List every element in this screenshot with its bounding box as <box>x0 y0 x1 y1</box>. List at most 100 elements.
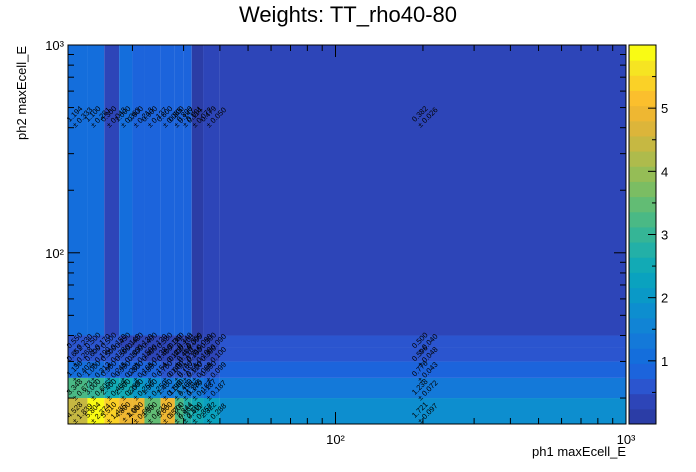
colorbar-swatch <box>629 317 656 334</box>
heatmap-cell <box>119 361 133 378</box>
heatmap-cell <box>191 361 204 378</box>
colorbar-swatch <box>629 90 656 107</box>
heatmap-cell <box>87 45 105 336</box>
heatmap-cell <box>219 335 627 348</box>
colorbar-tick-label: 1 <box>661 354 668 369</box>
heatmap-cell <box>144 45 161 336</box>
y-tick-label: 10³ <box>45 38 64 53</box>
x-tick-label: 10³ <box>617 432 636 447</box>
heatmap-cell <box>87 361 105 378</box>
heatmap-cell <box>104 398 120 424</box>
colorbar-swatch <box>629 60 656 76</box>
axis-ticks: 10² 10³ 10² 10³ <box>45 38 636 447</box>
heatmap-cell <box>191 45 204 336</box>
heatmap-cell <box>132 45 145 336</box>
heatmap-cell <box>174 45 184 336</box>
heatmap-cell <box>132 335 145 348</box>
colorbar-swatch <box>629 181 656 198</box>
colorbar-swatch <box>629 378 656 395</box>
heatmap-cell <box>68 361 88 378</box>
heatmap-cell <box>174 377 184 399</box>
heatmap-cell <box>191 398 204 424</box>
heatmap-cell <box>191 335 204 348</box>
heatmap-cell <box>68 347 88 362</box>
heatmap-cell <box>183 335 192 348</box>
heatmap-cell <box>87 347 105 362</box>
heatmap-cell <box>119 45 133 336</box>
heatmap-cell <box>87 377 105 399</box>
colorbar-swatch <box>629 348 656 364</box>
heatmap-cell <box>104 45 120 336</box>
heatmap-cell <box>68 335 88 348</box>
colorbar-swatch <box>629 408 656 425</box>
plot-frame <box>67 44 627 425</box>
heatmap-cell <box>104 347 120 362</box>
heatmap-cell <box>119 347 133 362</box>
heatmap-cell <box>191 347 204 362</box>
heatmap-cell <box>174 398 184 424</box>
heatmap-cell <box>203 361 220 378</box>
heatmap-cell <box>119 377 133 399</box>
colorbar-swatch <box>629 105 656 122</box>
heatmap-cell <box>144 398 161 424</box>
heatmap-cell <box>219 377 627 399</box>
colorbar-tick-label: 2 <box>661 291 668 306</box>
heatmap-cell <box>219 347 627 362</box>
heatmap-cell <box>104 377 120 399</box>
heatmap-cell <box>183 361 192 378</box>
colorbar-swatch <box>629 75 656 91</box>
heatmap-cell <box>183 377 192 399</box>
heatmap-cell <box>68 377 88 399</box>
x-axis-label: ph1 maxEcell_E <box>532 444 626 459</box>
heatmap-cell <box>203 335 220 348</box>
colorbar: 1 2 3 4 5 <box>628 44 668 425</box>
heatmap-cell <box>174 347 184 362</box>
colorbar-swatch <box>629 166 656 182</box>
heatmap-cell <box>160 398 175 424</box>
heatmap-cell <box>174 335 184 348</box>
heatmap-cell <box>219 361 627 378</box>
colorbar-swatch <box>629 363 656 380</box>
colorbar-swatch <box>629 151 656 167</box>
heatmap-cell <box>174 361 184 378</box>
colorbar-tick-label: 4 <box>661 164 668 179</box>
heatmap-cell <box>68 398 88 424</box>
colorbar-swatch <box>629 257 656 273</box>
heatmap-cell <box>87 398 105 424</box>
colorbar-swatch <box>629 302 656 319</box>
heatmap-cell <box>144 361 161 378</box>
heatmap-cell <box>219 45 627 336</box>
heatmap-cell <box>160 45 175 336</box>
heatmap-cell <box>203 398 220 424</box>
heatmap-cell <box>132 377 145 399</box>
heatmap-cells <box>68 45 627 424</box>
heatmap-cell <box>183 398 192 424</box>
colorbar-tick-label: 5 <box>661 101 668 116</box>
heatmap-cell <box>183 347 192 362</box>
heatmap-cell <box>191 377 204 399</box>
colorbar-swatch <box>629 226 656 243</box>
chart-title: Weights: TT_rho40-80 <box>239 2 457 27</box>
heatmap-cell <box>144 347 161 362</box>
heatmap-cell <box>160 377 175 399</box>
colorbar-swatch <box>629 196 656 213</box>
heatmap-cell <box>183 45 192 336</box>
colorbar-swatch <box>629 287 656 304</box>
colorbar-swatch <box>629 45 656 61</box>
y-axis-label: ph2 maxEcell_E <box>14 46 29 140</box>
colorbar-swatch <box>629 135 656 152</box>
colorbar-tick-label: 3 <box>661 228 668 243</box>
colorbar-swatch <box>629 333 656 349</box>
heatmap-cell <box>132 361 145 378</box>
heatmap-cell <box>132 347 145 362</box>
heatmap-cell <box>160 335 175 348</box>
heatmap-cell <box>160 361 175 378</box>
heatmap-cell <box>119 335 133 348</box>
y-tick-label: 10² <box>45 246 64 261</box>
heatmap-cell <box>68 45 88 336</box>
heatmap-cell <box>203 45 220 336</box>
heatmap-cell <box>144 335 161 348</box>
heatmap-cell <box>160 347 175 362</box>
